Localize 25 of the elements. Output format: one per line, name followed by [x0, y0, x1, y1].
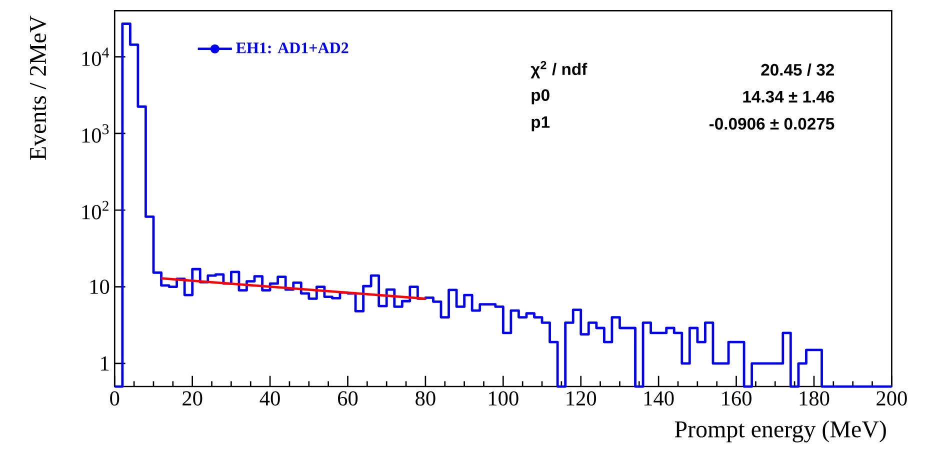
x-tick-label: 40: [260, 391, 280, 406]
y-tick-label: 10$^{3}$: [82, 124, 109, 143]
x-tick-label: 100: [489, 391, 518, 406]
x-axis-title: Prompt energy (MeV): [674, 420, 886, 442]
x-tick-label: 20: [182, 391, 202, 406]
y-axis-title: Events / 2MeV: [30, 16, 46, 160]
x-tick-label: 140: [644, 391, 674, 406]
annotation: χ$^{2}$ / ndf: [530, 61, 588, 78]
x-tick-label: 160: [722, 391, 752, 406]
annotation: p1: [532, 116, 550, 132]
annotation: p0: [532, 89, 550, 104]
y-tick-label: 1: [101, 356, 109, 371]
annotation: -0.0906 ± 0.0275: [709, 118, 834, 130]
x-tick-label: 60: [338, 391, 358, 406]
legend-label: EH1: AD1+AD2: [236, 42, 348, 54]
annotation: 14.34 ± 1.46: [743, 90, 834, 103]
x-tick-label: 180: [800, 391, 830, 406]
x-tick-label: 200: [876, 391, 907, 406]
x-tick-label: 120: [566, 391, 596, 406]
y-tick-label: 10: [90, 280, 110, 294]
y-tick-label: 10$^{2}$: [82, 200, 108, 220]
y-tick-label: 10$^{4}$: [82, 48, 110, 66]
x-tick-label: 80: [416, 391, 436, 406]
annotation: 20.45 / 32: [761, 64, 834, 76]
x-tick-label: 0: [110, 391, 120, 406]
